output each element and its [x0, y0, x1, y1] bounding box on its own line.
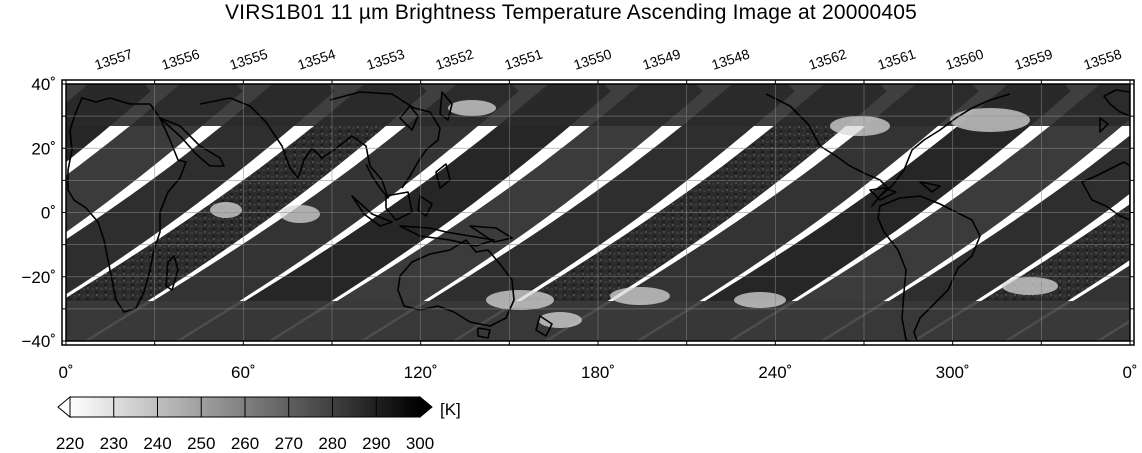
orbit-label: 13550 — [571, 46, 613, 73]
cloud-patch — [280, 205, 320, 223]
cloud-patch — [830, 116, 890, 136]
latitude-tick-label: 40˚ — [31, 75, 56, 94]
latitude-tick-label: −20˚ — [22, 268, 57, 287]
orbit-label: 13562 — [806, 46, 848, 73]
colorbar-tick-label: 260 — [231, 434, 259, 453]
longitude-tick-label: 300˚ — [936, 363, 970, 382]
cloud-patch — [610, 287, 670, 305]
swath-imagery — [66, 84, 1130, 341]
map-frame — [61, 79, 1135, 346]
colorbar-tick-label: 270 — [275, 434, 303, 453]
orbit-label: 13549 — [640, 46, 682, 73]
orbit-label: 13560 — [943, 46, 985, 73]
longitude-tick-label: 240˚ — [758, 363, 792, 382]
coastlines — [67, 89, 1130, 341]
orbit-label: 13554 — [295, 46, 337, 73]
lat-lon-grid — [66, 84, 1130, 341]
cloud-patch — [210, 202, 242, 218]
orbit-label: 13561 — [875, 46, 917, 73]
orbit-label: 13548 — [709, 46, 751, 73]
colorbar-tick-label: 300 — [406, 434, 434, 453]
cloud-patch — [538, 312, 582, 328]
latitude-tick-label: −40˚ — [22, 332, 57, 351]
colorbar-low-arrow — [57, 395, 71, 419]
cloud-patch — [734, 292, 786, 308]
orbit-label: 13556 — [159, 46, 201, 73]
cloud-patch — [1002, 277, 1058, 295]
colorbar-tick-label: 230 — [100, 434, 128, 453]
latitude-tick-label: 20˚ — [31, 139, 56, 158]
orbit-label: 13553 — [364, 46, 406, 73]
longitude-tick-label: 0˚ — [58, 363, 73, 382]
colorbar-tick-label: 280 — [318, 434, 346, 453]
orbit-number-labels: 13557 13556 13555 13554 13553 13552 13551 13550… — [92, 46, 1123, 73]
colorbar-tick-label: 220 — [56, 434, 84, 453]
orbit-label: 13551 — [502, 46, 544, 73]
colorbar-tick-label: 250 — [187, 434, 215, 453]
orbit-label: 13559 — [1012, 46, 1054, 73]
longitude-axis: 0˚ 60˚ 120˚ 180˚ 240˚ 300˚ 0˚ — [58, 363, 1137, 382]
longitude-tick-label: 60˚ — [231, 363, 256, 382]
colorbar-unit-label: [K] — [440, 400, 461, 419]
longitude-tick-label: 0˚ — [1122, 363, 1137, 382]
colorbar: [K] 220 230 240 250 260 270 280 290 300 — [56, 395, 461, 453]
cloud-patch — [448, 100, 496, 116]
longitude-tick-label: 120˚ — [404, 363, 438, 382]
orbit-label: 13557 — [92, 46, 134, 73]
colorbar-tick-label: 290 — [362, 434, 390, 453]
orbit-label: 13558 — [1081, 46, 1123, 73]
map-title: VIRS1B01 11 µm Brightness Temperature As… — [224, 1, 918, 24]
longitude-tick-label: 180˚ — [581, 363, 615, 382]
latitude-tick-label: 0˚ — [41, 204, 56, 223]
colorbar-tick-label: 240 — [143, 434, 171, 453]
latitude-axis: 40˚ 20˚ 0˚ −20˚ −40˚ — [22, 75, 57, 351]
cloud-patch — [950, 108, 1030, 132]
colorbar-high-arrow — [419, 395, 433, 419]
orbit-label: 13552 — [433, 46, 475, 73]
cloud-patch — [486, 290, 554, 310]
orbit-label: 13555 — [227, 46, 269, 73]
